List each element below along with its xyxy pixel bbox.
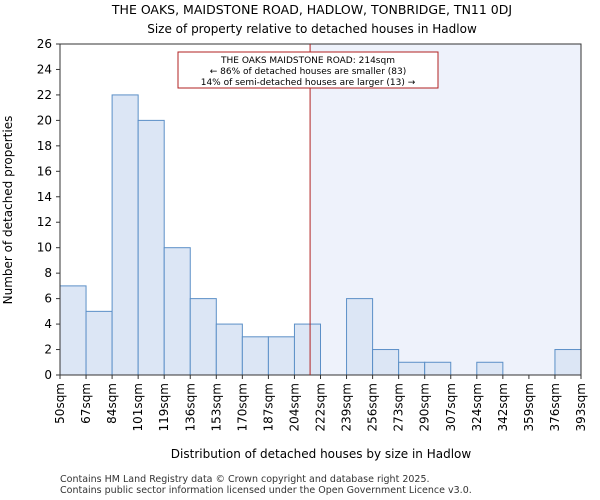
y-tick-label: 10 [37, 241, 52, 255]
x-tick-label: 239sqm [340, 383, 354, 431]
bar-119sqm [163, 247, 191, 376]
x-tick-label: 273sqm [392, 383, 406, 431]
bar-84sqm [111, 94, 139, 376]
bar-170sqm [241, 336, 269, 376]
x-tick-label: 290sqm [418, 383, 432, 431]
x-tick-label: 84sqm [105, 383, 119, 424]
y-tick-label: 16 [37, 164, 52, 178]
x-tick-label: 153sqm [209, 383, 223, 431]
x-axis-label: Distribution of detached houses by size … [171, 447, 472, 461]
bar-187sqm [267, 336, 295, 376]
x-tick-label: 67sqm [79, 383, 93, 424]
x-tick-label: 222sqm [314, 383, 328, 431]
x-tick-label: 359sqm [522, 383, 536, 431]
x-tick-label: 307sqm [444, 383, 458, 431]
annotation-line-2: ← 86% of detached houses are smaller (83… [210, 67, 407, 77]
bar-256sqm [372, 349, 400, 376]
chart-subtitle: Size of property relative to detached ho… [147, 22, 477, 36]
annotation-box: THE OAKS MAIDSTONE ROAD: 214sqm ← 86% of… [177, 51, 439, 89]
bar-136sqm [189, 298, 217, 376]
bar-101sqm [137, 119, 165, 376]
bar-67sqm [85, 310, 113, 376]
y-tick-label: 22 [37, 88, 52, 102]
x-tick-label: 376sqm [548, 383, 562, 431]
plot-frame [59, 43, 582, 376]
chart-title: THE OAKS, MAIDSTONE ROAD, HADLOW, TONBRI… [111, 2, 512, 17]
y-tick-label: 24 [37, 62, 52, 76]
y-tick-label: 4 [44, 317, 52, 331]
annotation-line-1: THE OAKS MAIDSTONE ROAD: 214sqm [220, 56, 395, 66]
bar-239sqm [346, 298, 374, 376]
y-tick-label: 6 [44, 292, 52, 306]
y-tick-label: 20 [37, 113, 52, 127]
x-tick-label: 50sqm [53, 383, 67, 424]
annotation-line-3: 14% of semi-detached houses are larger (… [201, 78, 416, 88]
x-tick-label: 187sqm [261, 383, 275, 431]
y-tick-label: 2 [44, 343, 52, 357]
bar-273sqm [398, 361, 426, 376]
x-tick-label: 393sqm [574, 383, 588, 431]
y-tick-label: 26 [37, 37, 52, 51]
bar-324sqm [476, 361, 504, 376]
y-tick-label: 14 [37, 190, 52, 204]
bar-204sqm [293, 323, 322, 376]
bar-50sqm [59, 285, 87, 376]
x-tick-label: 101sqm [131, 383, 145, 431]
x-tick-label: 170sqm [235, 383, 249, 431]
x-tick-label: 136sqm [183, 383, 197, 431]
x-tick-label: 204sqm [287, 383, 301, 431]
bar-376sqm [554, 349, 582, 376]
y-axis-label: Number of detached properties [1, 116, 15, 305]
footer-line-2: Contains public sector information licen… [60, 485, 472, 496]
x-tick-label: 256sqm [366, 383, 380, 431]
bar-290sqm [424, 361, 452, 376]
y-tick-label: 8 [44, 266, 52, 280]
y-tick-label: 18 [37, 139, 52, 153]
y-tick-label: 12 [37, 215, 52, 229]
x-tick-label: 342sqm [496, 383, 510, 431]
y-tick-label: 0 [44, 368, 52, 382]
footer-line-1: Contains HM Land Registry data © Crown c… [60, 474, 430, 485]
bar-153sqm [215, 323, 243, 376]
x-tick-label: 324sqm [470, 383, 484, 431]
x-tick-label: 119sqm [157, 383, 171, 431]
